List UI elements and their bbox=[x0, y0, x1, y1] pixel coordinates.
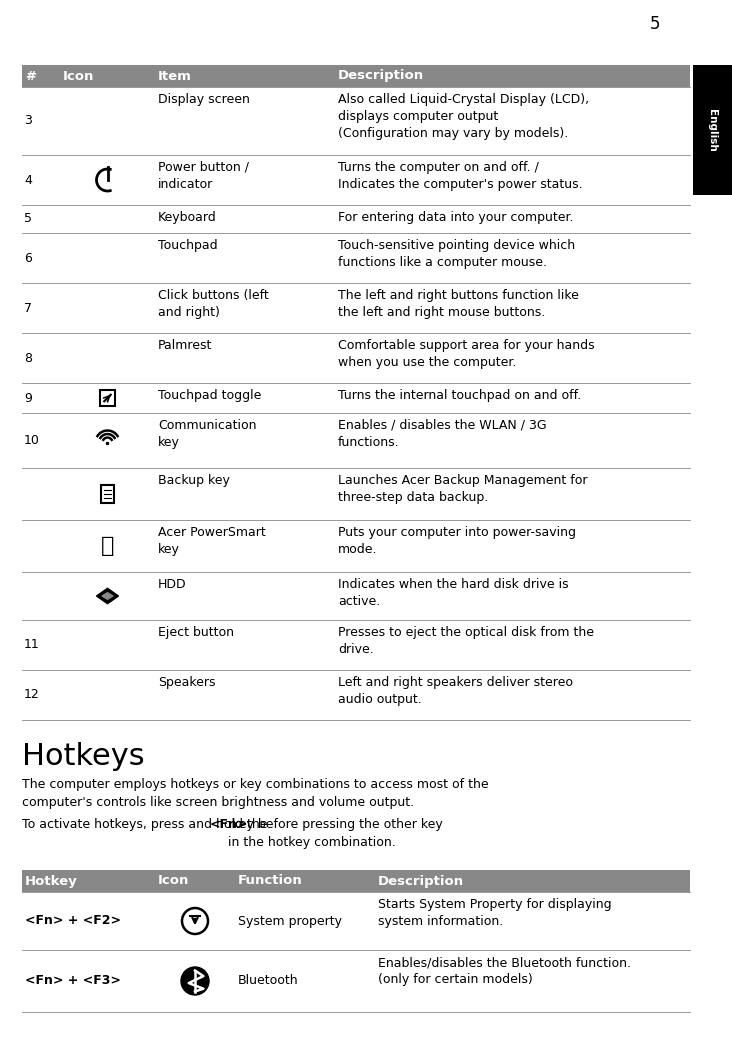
Text: <Fn> + <F2>: <Fn> + <F2> bbox=[25, 915, 121, 927]
Text: Turns the internal touchpad on and off.: Turns the internal touchpad on and off. bbox=[338, 388, 581, 402]
Text: 5: 5 bbox=[24, 212, 32, 226]
Text: The left and right buttons function like
the left and right mouse buttons.: The left and right buttons function like… bbox=[338, 289, 579, 319]
Text: Function: Function bbox=[238, 875, 303, 887]
Text: 9: 9 bbox=[24, 392, 32, 404]
Text: Starts System Property for displaying
system information.: Starts System Property for displaying sy… bbox=[378, 898, 612, 928]
Polygon shape bbox=[102, 592, 113, 600]
Text: Presses to eject the optical disk from the
drive.: Presses to eject the optical disk from t… bbox=[338, 626, 594, 656]
Text: Enables / disables the WLAN / 3G
functions.: Enables / disables the WLAN / 3G functio… bbox=[338, 419, 547, 449]
Text: Backup key: Backup key bbox=[158, 474, 230, 487]
Text: key before pressing the other key
in the hotkey combination.: key before pressing the other key in the… bbox=[228, 818, 443, 849]
Text: Icon: Icon bbox=[158, 875, 190, 887]
Bar bbox=[22, 65, 690, 87]
Bar bbox=[100, 391, 115, 405]
Text: Description: Description bbox=[338, 69, 424, 83]
Text: Touchpad toggle: Touchpad toggle bbox=[158, 388, 261, 402]
Text: Turns the computer on and off. /
Indicates the computer's power status.: Turns the computer on and off. / Indicat… bbox=[338, 161, 583, 191]
Text: 11: 11 bbox=[24, 638, 40, 651]
Text: English: English bbox=[708, 108, 717, 151]
Text: Power button /
indicator: Power button / indicator bbox=[158, 161, 249, 191]
Circle shape bbox=[181, 967, 209, 995]
Text: 4: 4 bbox=[24, 173, 32, 187]
Text: Click buttons (left
and right): Click buttons (left and right) bbox=[158, 289, 269, 319]
Text: Palmrest: Palmrest bbox=[158, 339, 212, 352]
Text: Speakers: Speakers bbox=[158, 676, 215, 689]
Text: Hotkey: Hotkey bbox=[25, 875, 78, 887]
Bar bbox=[22, 870, 690, 892]
Text: Hotkeys: Hotkeys bbox=[22, 742, 145, 771]
Text: Indicates when the hard disk drive is
active.: Indicates when the hard disk drive is ac… bbox=[338, 578, 569, 608]
Text: Description: Description bbox=[378, 875, 464, 887]
Bar bbox=[101, 485, 114, 503]
Text: 7: 7 bbox=[24, 301, 32, 315]
Text: Puts your computer into power-saving
mode.: Puts your computer into power-saving mod… bbox=[338, 526, 576, 556]
Text: <Fn> + <F3>: <Fn> + <F3> bbox=[25, 974, 121, 987]
Text: Left and right speakers deliver stereo
audio output.: Left and right speakers deliver stereo a… bbox=[338, 676, 573, 706]
Text: 10: 10 bbox=[24, 434, 40, 447]
Text: Bluetooth: Bluetooth bbox=[238, 974, 299, 987]
Circle shape bbox=[106, 442, 108, 444]
Text: System property: System property bbox=[238, 915, 342, 927]
Text: <Fn>: <Fn> bbox=[209, 818, 247, 831]
Text: For entering data into your computer.: For entering data into your computer. bbox=[338, 211, 573, 224]
Text: Keyboard: Keyboard bbox=[158, 211, 217, 224]
Text: Comfortable support area for your hands
when you use the computer.: Comfortable support area for your hands … bbox=[338, 339, 594, 369]
Text: Touchpad: Touchpad bbox=[158, 239, 217, 252]
Text: The computer employs hotkeys or key combinations to access most of the
computer': The computer employs hotkeys or key comb… bbox=[22, 778, 489, 808]
Text: 5: 5 bbox=[649, 15, 660, 33]
Text: Acer PowerSmart
key: Acer PowerSmart key bbox=[158, 526, 266, 556]
Text: Communication
key: Communication key bbox=[158, 419, 256, 449]
Text: 12: 12 bbox=[24, 689, 40, 701]
Text: Item: Item bbox=[158, 69, 192, 83]
Text: 6: 6 bbox=[24, 252, 32, 265]
Text: Touch-sensitive pointing device which
functions like a computer mouse.: Touch-sensitive pointing device which fu… bbox=[338, 239, 575, 269]
Text: 8: 8 bbox=[24, 352, 32, 364]
Text: Launches Acer Backup Management for
three-step data backup.: Launches Acer Backup Management for thre… bbox=[338, 474, 588, 504]
Text: Eject button: Eject button bbox=[158, 626, 234, 639]
Text: 🌿: 🌿 bbox=[101, 536, 114, 556]
Text: To activate hotkeys, press and hold the: To activate hotkeys, press and hold the bbox=[22, 818, 272, 831]
Polygon shape bbox=[97, 588, 119, 604]
Text: 3: 3 bbox=[24, 114, 32, 127]
Text: Enables/disables the Bluetooth function.
(only for certain models): Enables/disables the Bluetooth function.… bbox=[378, 956, 631, 986]
Bar bbox=[693, 65, 732, 195]
Text: Display screen: Display screen bbox=[158, 93, 250, 106]
Text: HDD: HDD bbox=[158, 578, 187, 591]
Text: Also called Liquid-Crystal Display (LCD),
displays computer output
(Configuratio: Also called Liquid-Crystal Display (LCD)… bbox=[338, 93, 589, 140]
Text: #: # bbox=[25, 69, 36, 83]
Text: Icon: Icon bbox=[63, 69, 94, 83]
